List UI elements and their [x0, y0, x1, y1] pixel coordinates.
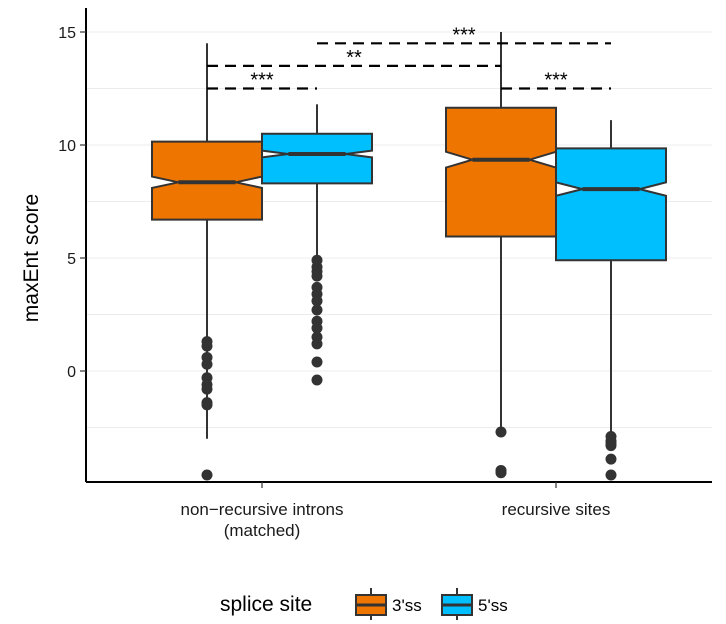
significance-label: *** [452, 24, 476, 46]
significance-label: *** [544, 70, 568, 92]
y-tick-label: 5 [67, 251, 76, 268]
legend: splice site 3'ss 5'ss [220, 588, 508, 620]
legend-label: 5'ss [478, 596, 508, 615]
outlier-point [202, 384, 213, 395]
legend-label: 3'ss [392, 596, 422, 615]
outlier-point [606, 440, 617, 451]
outlier-point [202, 399, 213, 410]
x-tick-label: (matched) [224, 521, 301, 540]
outlier-point [496, 467, 507, 478]
x-tick-label: recursive sites [502, 500, 611, 519]
significance-label: *** [250, 70, 274, 92]
legend-title: splice site [220, 593, 312, 616]
box [446, 108, 556, 237]
box [556, 148, 666, 260]
outlier-point [202, 359, 213, 370]
outlier-point [606, 454, 617, 465]
outlier-point [606, 469, 617, 480]
outlier-point [312, 356, 323, 367]
outlier-point [202, 469, 213, 480]
outlier-point [312, 338, 323, 349]
y-tick-label: 10 [58, 138, 76, 155]
outlier-point [496, 427, 507, 438]
y-tick-label: 15 [58, 25, 76, 42]
box [262, 134, 372, 184]
x-tick-label: non−recursive introns [180, 500, 343, 519]
significance-label: ** [346, 47, 362, 69]
y-axis-title: maxEnt score [20, 194, 43, 322]
plot-data [152, 32, 666, 480]
outlier-point [312, 271, 323, 282]
outlier-point [312, 304, 323, 315]
outlier-point [312, 375, 323, 386]
outlier-point [202, 341, 213, 352]
significance-annotations: *********** [207, 24, 611, 91]
y-tick-label: 0 [67, 364, 76, 381]
